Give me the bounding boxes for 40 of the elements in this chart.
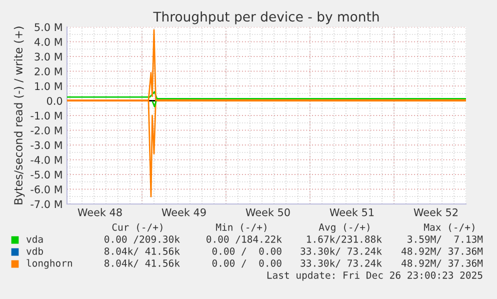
text: 33.30k/ 73.24k — [300, 247, 382, 256]
y-tick-label: 0.0 — [46, 96, 62, 105]
y-tick-label: -1.0 M — [30, 112, 62, 120]
text: Avg (-/+) — [318, 223, 370, 233]
y-tick-label: 1.0 M — [35, 82, 62, 90]
y-tick-label: 4.0 M — [34, 38, 62, 46]
y-tick-label: -6.0 M — [30, 185, 62, 194]
text: 3.59M/ 7.13M — [408, 235, 483, 244]
text: Cur (-/+) — [112, 223, 162, 232]
text: 48.92M/ 37.36M — [402, 247, 483, 256]
text: Min (-/+) — [216, 223, 266, 232]
y-tick-label: -2.0 M — [30, 126, 62, 134]
y-tick-label: 5.0 M — [34, 23, 62, 32]
text: 8.04k/ 41.56k — [104, 247, 180, 256]
x-tick-label: Week 48 — [78, 208, 122, 216]
text: 1.67k/231.88k — [307, 235, 382, 244]
text: 8.04k/ 41.56k — [104, 259, 180, 268]
text: 0.00 / 0.00 — [212, 247, 282, 256]
text: 48.92M/ 37.36M — [402, 259, 483, 268]
x-tick-label: Week 51 — [330, 208, 374, 216]
text: Last update: Fri Dec 26 23:00:23 2025 — [267, 271, 482, 281]
text: 0.00 /184.22k — [206, 235, 282, 244]
legend-label: longhorn — [26, 259, 72, 269]
y-tick-label: -4.0 M — [30, 156, 62, 164]
text: 33.30k/ 73.24k — [300, 259, 382, 268]
text: 0.00 /209.30k — [104, 235, 180, 244]
x-tick-label: Week 52 — [414, 208, 458, 216]
y-tick-label: -5.0 M — [30, 170, 62, 179]
chart-title: Throughput per device - by month — [153, 11, 379, 24]
text: Max (-/+) — [424, 223, 474, 232]
y-tick-label: -3.0 M — [30, 141, 62, 150]
x-tick-label: Week 49 — [162, 208, 206, 216]
legend-label: vdb — [26, 247, 43, 255]
text: 0.00 / 0.00 — [212, 259, 282, 268]
y-tick-label: -7.0 M — [30, 200, 62, 208]
legend-label: vda — [26, 235, 43, 243]
x-tick-label: Week 50 — [246, 208, 290, 216]
y-tick-label: 3.0 M — [34, 52, 62, 61]
y-tick-label: 2.0 M — [34, 67, 62, 76]
y-axis-title: Bytes/second read (-) / write (+) — [14, 26, 25, 204]
